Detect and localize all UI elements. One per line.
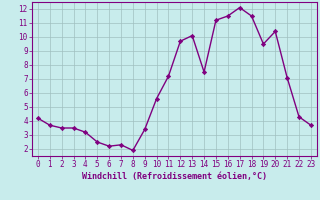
X-axis label: Windchill (Refroidissement éolien,°C): Windchill (Refroidissement éolien,°C) (82, 172, 267, 181)
